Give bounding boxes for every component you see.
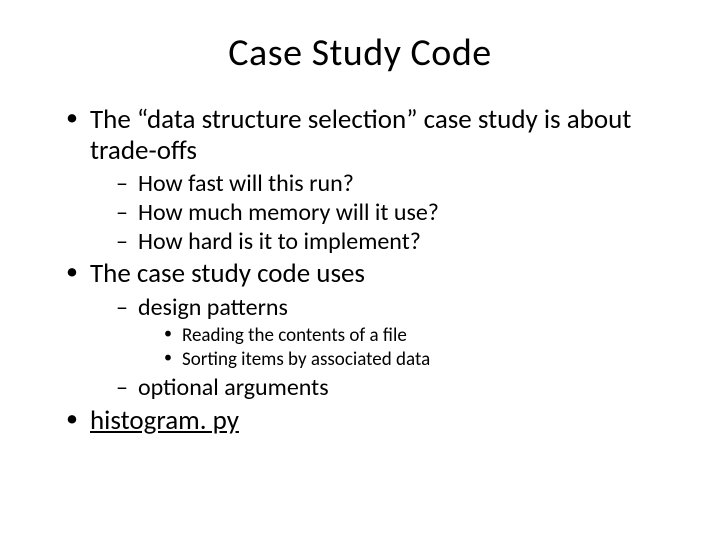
slide: Case Study Code The “data structure sele… bbox=[0, 0, 720, 540]
subsub-bullet-text: Sorting items by associated data bbox=[182, 348, 430, 371]
sub-bullet-list: design patterns Reading the contents of … bbox=[116, 294, 680, 403]
sub-bullet-text: optional arguments bbox=[138, 373, 329, 402]
sub-bullet-text: How much memory will it use? bbox=[138, 198, 439, 227]
bullet-text: The “data structure selection” case stud… bbox=[90, 103, 631, 167]
bullet-list: The “data structure selection” case stud… bbox=[66, 104, 680, 436]
bullet-item: histogram. py bbox=[66, 405, 680, 436]
bullet-item: The case study code uses design patterns… bbox=[66, 258, 680, 402]
sub-bullet-item: How hard is it to implement? bbox=[116, 228, 680, 257]
sub-bullet-text: How hard is it to implement? bbox=[138, 227, 421, 256]
sub-bullet-item: How much memory will it use? bbox=[116, 199, 680, 228]
slide-title: Case Study Code bbox=[40, 30, 680, 76]
subsub-bullet-item: Sorting items by associated data bbox=[164, 348, 680, 372]
bullet-text: The case study code uses bbox=[90, 257, 365, 290]
sub-bullet-item: How fast will this run? bbox=[116, 170, 680, 199]
subsub-bullet-text: Reading the contents of a file bbox=[182, 324, 407, 347]
sub-bullet-text: design patterns bbox=[138, 293, 288, 322]
sub-bullet-item: optional arguments bbox=[116, 374, 680, 403]
sub-bullet-text: How fast will this run? bbox=[138, 169, 354, 198]
subsub-bullet-list: Reading the contents of a file Sorting i… bbox=[164, 324, 680, 372]
bullet-item: The “data structure selection” case stud… bbox=[66, 104, 680, 256]
sub-bullet-item: design patterns Reading the contents of … bbox=[116, 294, 680, 372]
subsub-bullet-item: Reading the contents of a file bbox=[164, 324, 680, 348]
link-histogram[interactable]: histogram. py bbox=[90, 404, 239, 437]
sub-bullet-list: How fast will this run? How much memory … bbox=[116, 170, 680, 256]
